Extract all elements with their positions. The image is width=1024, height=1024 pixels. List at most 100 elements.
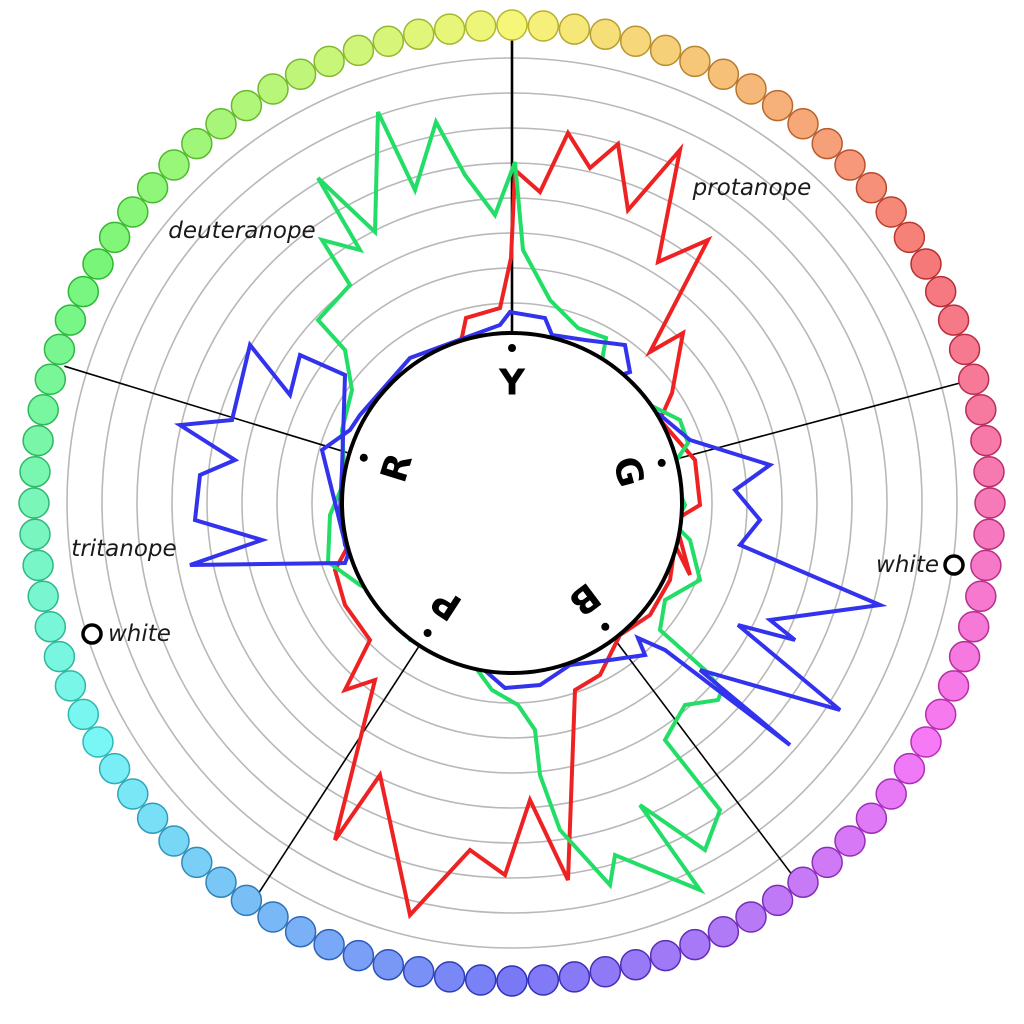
hue-spokes [64, 35, 965, 896]
hue-dot [342, 34, 375, 67]
hue-dot [43, 640, 76, 673]
hue-dot [735, 73, 767, 105]
hue-dot [910, 726, 942, 758]
hue-dot [34, 610, 67, 643]
hue-dot [22, 424, 54, 457]
hue-dot [54, 670, 87, 702]
hue-dot [811, 127, 843, 160]
hue-dot [82, 726, 114, 758]
hue-dot [402, 956, 435, 988]
hue-dot [948, 640, 981, 673]
tritanope-label: tritanope [71, 536, 176, 562]
hue-dot [937, 670, 970, 702]
hue-dot [589, 956, 622, 988]
white-label: white [876, 552, 939, 578]
hue-dot [910, 248, 942, 280]
hue-dot [22, 549, 54, 582]
hue-dot [181, 846, 213, 879]
hue-dot [957, 610, 990, 643]
hue-dot [19, 455, 51, 488]
hue-dot [54, 304, 87, 336]
hue-dot [158, 149, 190, 181]
hue-dot [527, 964, 560, 996]
hue-dot [257, 73, 289, 105]
hue-dot [67, 698, 100, 731]
hue-dot [496, 965, 528, 997]
hue-dot [313, 928, 345, 961]
hue-dot [136, 172, 169, 204]
hue-dot [181, 127, 213, 160]
hue-dot [136, 802, 169, 834]
hue-dot [19, 518, 51, 551]
hue-dot [527, 10, 560, 42]
hue-dot [875, 778, 907, 810]
hue-dot [98, 752, 131, 785]
center-disc [340, 331, 684, 675]
hue-dot [589, 18, 622, 50]
hue-dot [43, 333, 76, 366]
hue-marker-dot [657, 458, 666, 467]
hue-dot [649, 34, 682, 67]
hue-dot [965, 580, 997, 613]
hue-dot [98, 221, 131, 254]
hue-dot [834, 149, 866, 181]
hue-dot [707, 915, 740, 948]
hue-dot [433, 961, 466, 993]
hue-dot [205, 108, 237, 140]
deuteranope-label: deuteranope [168, 218, 315, 244]
hue-dot [973, 455, 1005, 488]
hue-dot [342, 939, 375, 972]
hue-dot [372, 948, 405, 981]
hue-dot [82, 248, 114, 280]
hue-spoke [256, 646, 419, 896]
hue-dot [284, 58, 317, 91]
hue-dot [27, 580, 59, 613]
hue-dot [855, 802, 888, 834]
protanope-curve [332, 128, 713, 920]
hue-dot [924, 275, 957, 308]
hue-dot [372, 25, 405, 58]
hue-dot [496, 9, 528, 41]
hue-dot [924, 698, 957, 731]
hue-dot [787, 108, 819, 140]
hue-dot [284, 915, 317, 948]
hue-dot [67, 275, 100, 308]
hue-dot [893, 752, 926, 785]
hue-spoke [677, 381, 965, 460]
hue-dot [117, 778, 149, 810]
hue-dot [619, 25, 652, 58]
hue-dot [970, 424, 1002, 457]
hue-dot [27, 393, 59, 426]
hue-dot [761, 89, 794, 122]
hue-spoke [614, 639, 795, 878]
hue-dot [679, 45, 711, 78]
protanope-label: protanope [692, 175, 812, 201]
white-point-marker [943, 554, 965, 576]
hue-dot [965, 393, 997, 426]
hue-dot [158, 825, 190, 857]
hue-dot [974, 487, 1006, 519]
white-point-marker [81, 623, 103, 645]
hue-dot [875, 196, 907, 228]
hue-dot [230, 884, 263, 917]
hue-dot [893, 221, 926, 254]
hue-dot [973, 518, 1005, 551]
hue-dot [464, 964, 497, 996]
hue-letter-y: Y [498, 363, 526, 404]
hue-dot [834, 825, 866, 857]
hue-dot [707, 58, 740, 91]
hue-marker-dot [359, 453, 368, 462]
hue-marker-dot [601, 622, 610, 631]
hue-marker-dot [423, 629, 432, 637]
white-label: white [108, 621, 171, 647]
series-labels: protanope deuteranope tritanope [71, 175, 811, 562]
hue-dot [937, 304, 970, 336]
hue-marker-dot [508, 344, 516, 352]
hue-dot [230, 89, 263, 122]
hue-dot [735, 901, 767, 933]
hue-dot [558, 961, 591, 993]
hue-dot [117, 196, 149, 228]
hue-dot [970, 549, 1002, 582]
hue-dot [679, 928, 711, 961]
